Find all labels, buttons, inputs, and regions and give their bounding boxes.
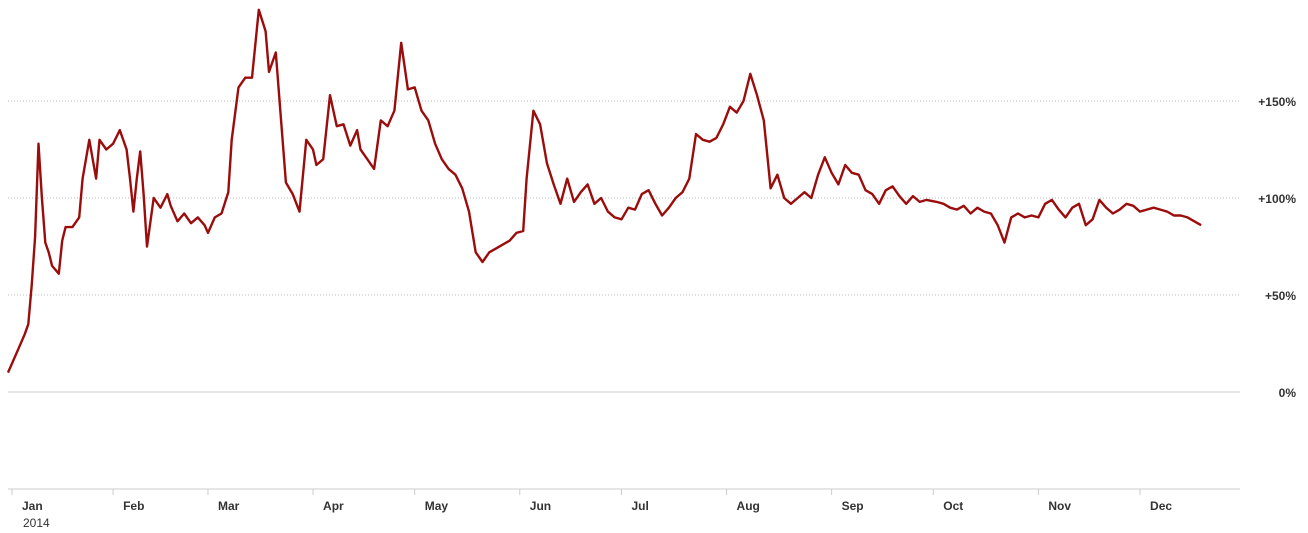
year-label: 2014: [23, 516, 50, 530]
y-tick-label: +50%: [1265, 289, 1296, 303]
grid-layer: +150% +100% +50% 0%: [8, 95, 1296, 400]
x-tick-label: Nov: [1048, 499, 1071, 513]
x-tick-label: May: [425, 499, 449, 513]
x-tick-label: Jan: [22, 499, 43, 513]
x-tick-label: Apr: [323, 499, 344, 513]
x-tick-label: Aug: [737, 499, 760, 513]
x-tick-label: Feb: [123, 499, 144, 513]
y-tick-label: +150%: [1258, 95, 1296, 109]
y-tick-label: 0%: [1279, 386, 1297, 400]
x-tick-label: Jun: [530, 499, 551, 513]
x-tick-label: Dec: [1150, 499, 1172, 513]
x-tick-label: Mar: [218, 499, 240, 513]
x-tick-label: Oct: [943, 499, 963, 513]
x-tick-label: Sep: [842, 499, 864, 513]
y-tick-label: +100%: [1258, 192, 1296, 206]
x-axis: Jan Feb Mar Apr May Jun Jul Aug Sep Oct Nov Dec: [8, 488, 1240, 513]
series-layer: [6, 8, 1202, 374]
x-tick-label: Jul: [631, 499, 648, 513]
series-line-1: [6, 8, 1202, 374]
